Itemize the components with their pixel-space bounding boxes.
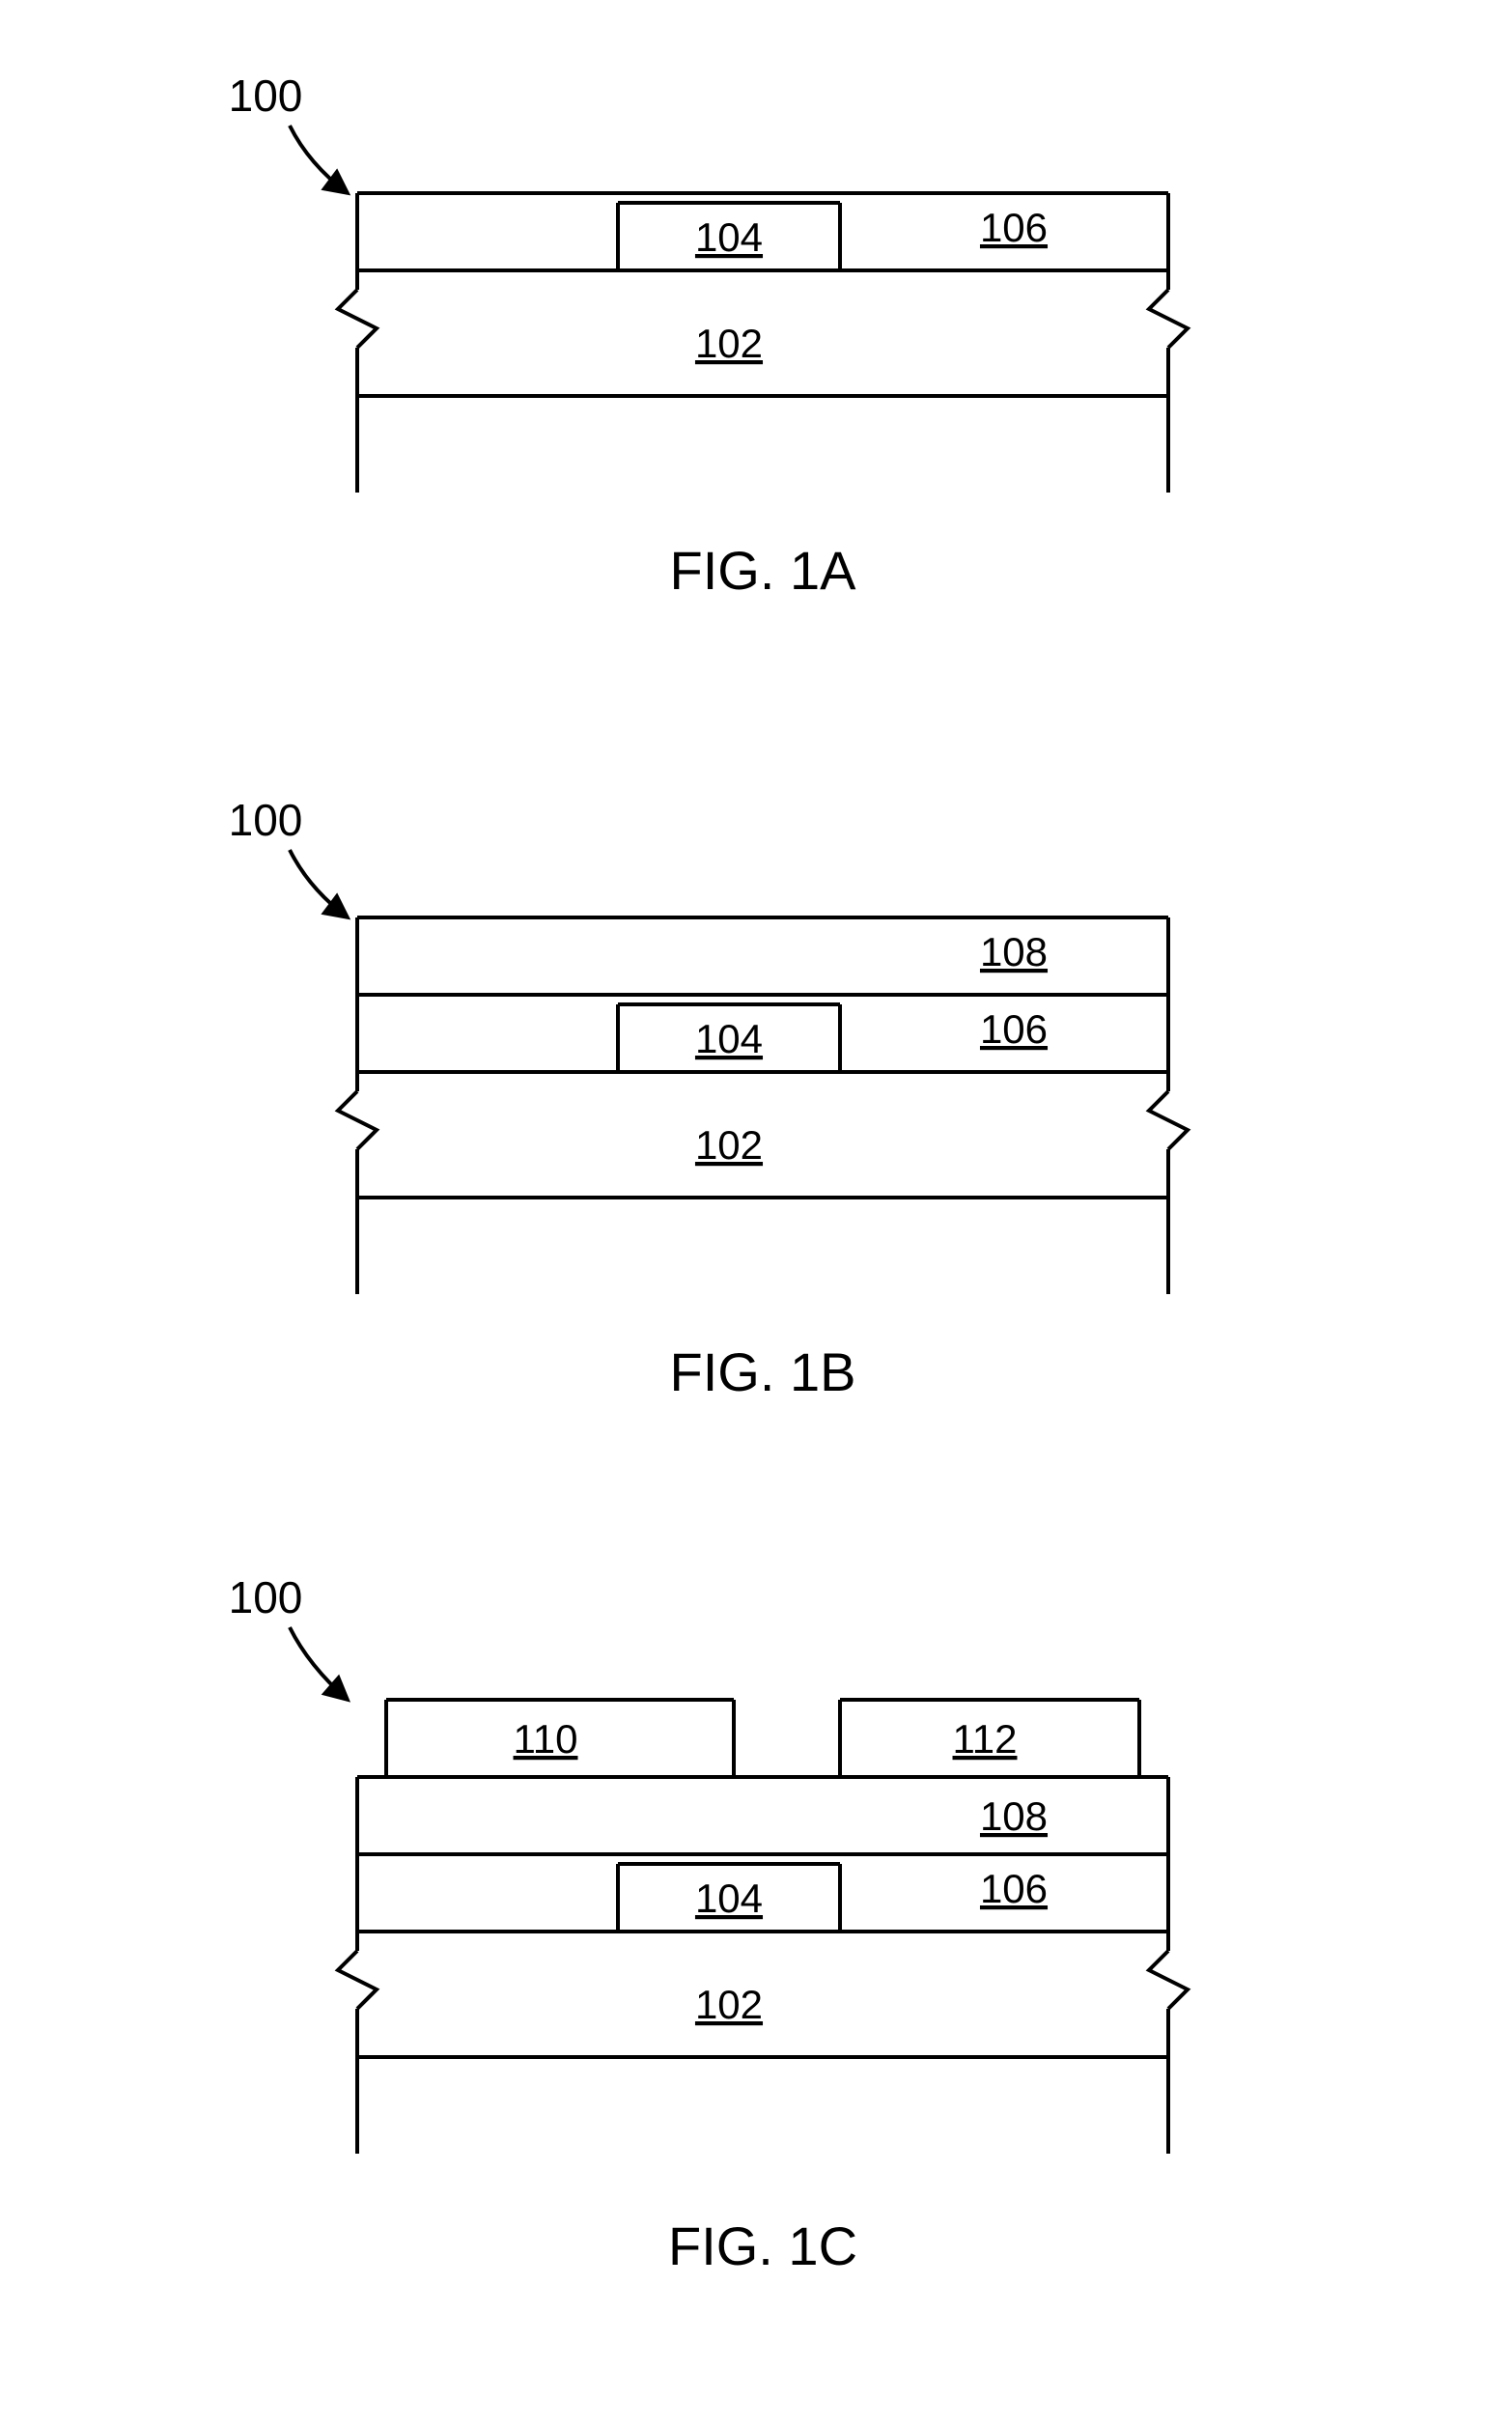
caption-1c: FIG. 1C — [668, 2215, 857, 2276]
assembly-label-1c: 100 — [229, 1572, 303, 1622]
label-102-c: 102 — [695, 1982, 763, 2027]
label-108-c: 108 — [980, 1793, 1048, 1839]
caption-1a: FIG. 1A — [670, 540, 857, 601]
label-106-a: 106 — [980, 205, 1048, 250]
fig-1b: 100 108 104 106 102 — [229, 795, 1188, 1402]
fig-1a: 100 104 106 102 — [229, 71, 1188, 601]
caption-1b: FIG. 1B — [670, 1341, 856, 1402]
layer-102-a: 102 — [357, 321, 1168, 396]
page: 100 104 106 102 — [0, 0, 1512, 2426]
layer-108-b: 108 — [357, 917, 1168, 995]
sides-b — [338, 917, 1188, 1294]
label-106-c: 106 — [980, 1866, 1048, 1911]
layer-106-c: 104 106 — [357, 1864, 1168, 1932]
layer-106-b: 104 106 — [357, 1004, 1168, 1072]
assembly-arrow-1a — [290, 126, 348, 193]
sides-c — [338, 1700, 1188, 2154]
layer-108-c: 108 — [357, 1777, 1168, 1854]
label-104-b: 104 — [695, 1016, 763, 1061]
label-106-b: 106 — [980, 1006, 1048, 1052]
fig-1c: 100 110 112 108 — [229, 1572, 1188, 2276]
diagram-svg: 100 104 106 102 — [0, 0, 1512, 2426]
assembly-label-1b: 100 — [229, 795, 303, 845]
label-104-c: 104 — [695, 1876, 763, 1921]
label-102-b: 102 — [695, 1122, 763, 1168]
label-102-a: 102 — [695, 321, 763, 366]
label-104-a: 104 — [695, 214, 763, 260]
assembly-arrow-1c — [290, 1627, 348, 1700]
layer-102-c: 102 — [357, 1982, 1168, 2057]
top-blocks-c: 110 112 — [386, 1700, 1139, 1777]
layer-106-a: 104 106 — [357, 193, 1168, 270]
assembly-label-1a: 100 — [229, 71, 303, 121]
label-112-c: 112 — [953, 1716, 1018, 1762]
label-108-b: 108 — [980, 929, 1048, 974]
label-110-c: 110 — [514, 1716, 578, 1762]
assembly-arrow-1b — [290, 850, 348, 917]
layer-102-b: 102 — [357, 1122, 1168, 1198]
